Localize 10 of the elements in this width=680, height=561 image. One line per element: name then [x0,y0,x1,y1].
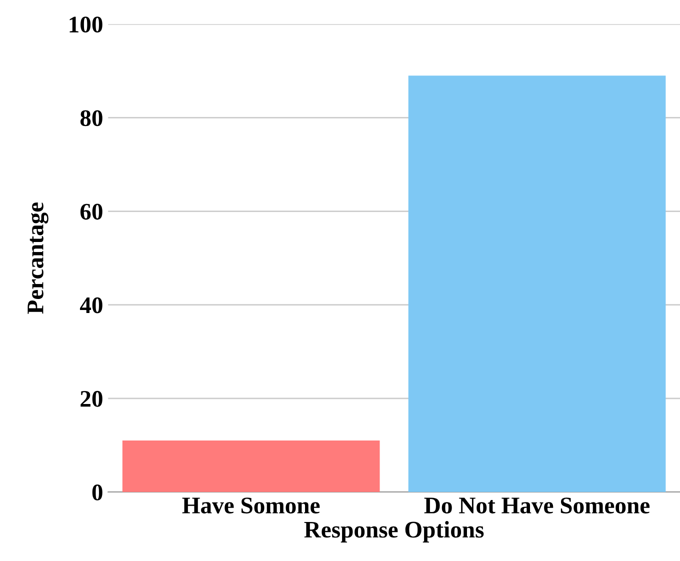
y-tick-label: 40 [80,297,102,314]
y-tick-label: 60 [80,204,102,220]
y-axis-title: Percantage [28,202,48,314]
y-tick-label: 0 [92,484,102,500]
y-tick-label: 100 [70,16,102,33]
y-tick-label: 20 [80,390,102,407]
x-tick-label: Do Not Have Someone [424,498,650,514]
y-tick-label: 80 [80,110,102,126]
x-axis-title: Response Options [304,521,484,542]
x-tick-label: Have Somone [182,498,320,514]
